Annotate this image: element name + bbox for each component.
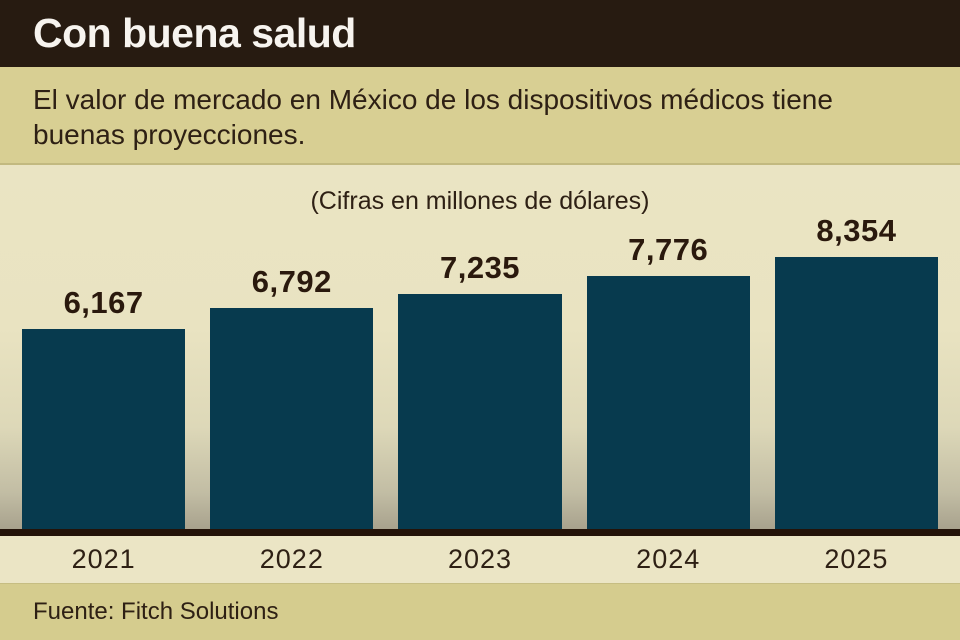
bar-group-2023: 7,235 xyxy=(398,250,562,529)
bar xyxy=(586,276,750,529)
bar-value-label: 6,167 xyxy=(63,285,144,320)
bar-value-label: 6,792 xyxy=(251,264,332,299)
source-credit: Fuente: Fitch Solutions xyxy=(33,598,279,625)
page-title: Con buena salud xyxy=(33,10,356,56)
x-axis-label: 2022 xyxy=(259,544,324,574)
units-note: (Cifras en millones de dólares) xyxy=(310,187,650,215)
years-row: 2021 2022 2023 2024 2025 xyxy=(0,536,960,583)
bar xyxy=(398,294,562,529)
chart-subtitle: El valor de mercado en México de los dis… xyxy=(33,84,833,150)
bar-group-2024: 7,776 xyxy=(586,232,750,529)
x-axis-baseline xyxy=(0,529,960,536)
header-bar: Con buena salud xyxy=(0,0,960,67)
x-axis-label: 2023 xyxy=(447,544,513,574)
bar-group-2022: 6,792 xyxy=(210,264,374,529)
x-axis-label: 2021 xyxy=(71,544,136,574)
bar xyxy=(22,329,186,529)
bar xyxy=(210,308,374,529)
x-axis-label: 2025 xyxy=(824,544,889,574)
x-axis-label: 2024 xyxy=(636,544,701,574)
bar-value-label: 7,776 xyxy=(628,232,709,267)
bar xyxy=(774,257,939,529)
subtitle-band: El valor de mercado en México de los dis… xyxy=(0,67,960,165)
bar-chart: (Cifras en millones de dólares) 6,167 6,7… xyxy=(0,165,960,529)
bar-group-2021: 6,167 xyxy=(22,285,186,529)
bar-group-2025: 8,354 xyxy=(774,213,939,529)
bar-value-label: 8,354 xyxy=(816,213,897,248)
bars-row: 6,167 6,792 7,235 7,776 8,354 xyxy=(0,213,960,529)
bar-value-label: 7,235 xyxy=(439,250,521,285)
source-band: Fuente: Fitch Solutions xyxy=(0,583,960,640)
